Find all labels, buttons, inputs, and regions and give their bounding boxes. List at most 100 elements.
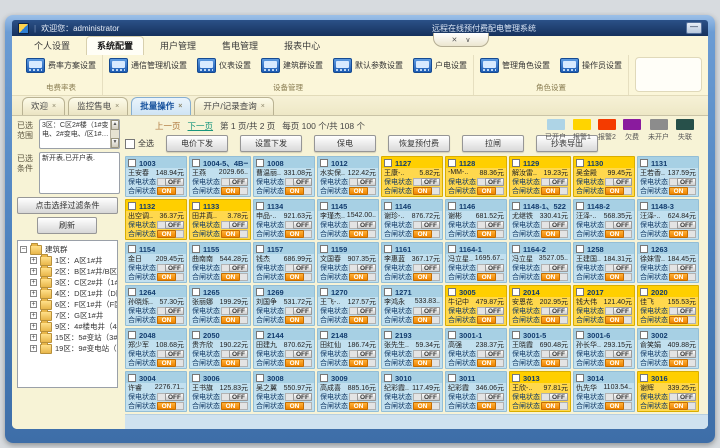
expand-icon[interactable]: + xyxy=(30,312,37,319)
doc-tab[interactable]: 开户/记录查询 × xyxy=(194,97,274,115)
close-icon[interactable]: ✕ xyxy=(451,36,458,44)
switch-on-toggle[interactable]: ON xyxy=(157,272,176,281)
refresh-button[interactable]: 刷新 xyxy=(37,217,97,234)
meter-checkbox[interactable] xyxy=(256,288,264,296)
meter-checkbox[interactable] xyxy=(576,374,584,382)
meter-checkbox[interactable] xyxy=(128,202,136,210)
switch-on-toggle[interactable]: ON xyxy=(349,315,368,324)
switch-on-toggle[interactable]: ON xyxy=(477,401,496,410)
power-off-toggle[interactable]: OFF xyxy=(357,263,376,272)
switch-on-toggle[interactable]: ON xyxy=(541,358,560,367)
power-off-toggle[interactable]: OFF xyxy=(549,306,568,315)
selected-range-listbox[interactable]: 3区：C区2#楼（1#变电、2#变电、/区1#… ▲ ▼ xyxy=(39,119,120,149)
power-off-toggle[interactable]: OFF xyxy=(165,306,184,315)
power-off-toggle[interactable]: OFF xyxy=(165,349,184,358)
meter-checkbox[interactable] xyxy=(512,245,520,253)
meter-checkbox[interactable] xyxy=(576,202,584,210)
power-off-toggle[interactable]: OFF xyxy=(293,220,312,229)
ribbon-button[interactable]: 费率方案设置 xyxy=(26,58,96,73)
ribbon-button[interactable]: 户电设置 xyxy=(413,58,467,73)
select-all-checkbox[interactable] xyxy=(125,138,135,149)
action-button[interactable]: 电价下发 xyxy=(166,135,228,152)
ribbon-button[interactable]: 建筑群设置 xyxy=(261,58,323,73)
meter-checkbox[interactable] xyxy=(256,245,264,253)
ribbon-button[interactable]: 通信管理机设置 xyxy=(109,58,187,73)
meter-checkbox[interactable] xyxy=(640,288,648,296)
power-off-toggle[interactable]: OFF xyxy=(165,263,184,272)
meter-checkbox[interactable] xyxy=(384,288,392,296)
power-off-toggle[interactable]: OFF xyxy=(229,392,248,401)
meter-checkbox[interactable] xyxy=(576,288,584,296)
power-off-toggle[interactable]: OFF xyxy=(229,263,248,272)
action-button[interactable]: 抄表导出 xyxy=(536,135,598,152)
meter-checkbox[interactable] xyxy=(192,288,200,296)
scroll-down-icon[interactable]: ▼ xyxy=(111,138,119,148)
power-off-toggle[interactable]: OFF xyxy=(549,349,568,358)
switch-on-toggle[interactable]: ON xyxy=(221,401,240,410)
menu-tab[interactable]: 用户管理 xyxy=(160,41,197,51)
meter-checkbox[interactable] xyxy=(448,331,456,339)
tree-item[interactable]: +6区：F区1#井（F区1#… xyxy=(20,297,117,310)
switch-on-toggle[interactable]: ON xyxy=(221,358,240,367)
doc-tab[interactable]: 欢迎 × xyxy=(22,97,66,115)
power-off-toggle[interactable]: OFF xyxy=(549,392,568,401)
tab-close-icon[interactable]: × xyxy=(52,102,57,110)
menu-tab[interactable]: 个人设置 xyxy=(34,41,71,51)
collapse-icon[interactable]: − xyxy=(20,246,27,253)
power-off-toggle[interactable]: OFF xyxy=(485,392,504,401)
power-off-toggle[interactable]: OFF xyxy=(229,177,248,186)
meter-checkbox[interactable] xyxy=(640,159,648,167)
power-off-toggle[interactable]: OFF xyxy=(485,306,504,315)
power-off-toggle[interactable]: OFF xyxy=(293,349,312,358)
meter-checkbox[interactable] xyxy=(192,331,200,339)
switch-on-toggle[interactable]: ON xyxy=(605,358,624,367)
meter-checkbox[interactable] xyxy=(384,245,392,253)
choose-filter-button[interactable]: 点击选择过滤条件 xyxy=(17,197,118,214)
tree-item[interactable]: +19区：9#变电站（2#… xyxy=(20,341,117,354)
power-off-toggle[interactable]: OFF xyxy=(421,177,440,186)
switch-on-toggle[interactable]: ON xyxy=(477,186,496,195)
power-off-toggle[interactable]: OFF xyxy=(677,306,696,315)
power-off-toggle[interactable]: OFF xyxy=(421,349,440,358)
switch-on-toggle[interactable]: ON xyxy=(669,272,688,281)
power-off-toggle[interactable]: OFF xyxy=(165,177,184,186)
power-off-toggle[interactable]: OFF xyxy=(229,220,248,229)
expand-icon[interactable]: + xyxy=(30,290,37,297)
meter-checkbox[interactable] xyxy=(192,159,200,167)
switch-on-toggle[interactable]: ON xyxy=(605,186,624,195)
switch-on-toggle[interactable]: ON xyxy=(477,272,496,281)
power-off-toggle[interactable]: OFF xyxy=(293,263,312,272)
tree-root-item[interactable]: − 建筑群 xyxy=(20,242,115,255)
switch-on-toggle[interactable]: ON xyxy=(605,229,624,238)
switch-on-toggle[interactable]: ON xyxy=(349,358,368,367)
power-off-toggle[interactable]: OFF xyxy=(421,392,440,401)
switch-on-toggle[interactable]: ON xyxy=(349,272,368,281)
switch-on-toggle[interactable]: ON xyxy=(413,229,432,238)
switch-on-toggle[interactable]: ON xyxy=(541,401,560,410)
next-page-link[interactable]: 下一页 xyxy=(187,120,214,131)
switch-on-toggle[interactable]: ON xyxy=(541,272,560,281)
switch-on-toggle[interactable]: ON xyxy=(285,229,304,238)
meter-checkbox[interactable] xyxy=(384,374,392,382)
switch-on-toggle[interactable]: ON xyxy=(669,186,688,195)
tab-close-icon[interactable]: × xyxy=(115,102,120,110)
power-off-toggle[interactable]: OFF xyxy=(165,220,184,229)
meter-checkbox[interactable] xyxy=(320,331,328,339)
power-off-toggle[interactable]: OFF xyxy=(485,220,504,229)
switch-on-toggle[interactable]: ON xyxy=(285,272,304,281)
expand-icon[interactable]: + xyxy=(30,279,37,286)
switch-on-toggle[interactable]: ON xyxy=(349,229,368,238)
power-off-toggle[interactable]: OFF xyxy=(613,263,632,272)
switch-on-toggle[interactable]: ON xyxy=(221,315,240,324)
power-off-toggle[interactable]: OFF xyxy=(293,177,312,186)
meter-checkbox[interactable] xyxy=(384,159,392,167)
meter-checkbox[interactable] xyxy=(128,159,136,167)
action-button[interactable]: 恢复预付费 xyxy=(388,135,450,152)
power-off-toggle[interactable]: OFF xyxy=(549,220,568,229)
meter-checkbox[interactable] xyxy=(384,202,392,210)
power-off-toggle[interactable]: OFF xyxy=(613,306,632,315)
minimize-button[interactable]: — xyxy=(686,22,702,34)
switch-on-toggle[interactable]: ON xyxy=(157,358,176,367)
menu-tab[interactable]: 售电管理 xyxy=(222,41,259,51)
switch-on-toggle[interactable]: ON xyxy=(605,315,624,324)
